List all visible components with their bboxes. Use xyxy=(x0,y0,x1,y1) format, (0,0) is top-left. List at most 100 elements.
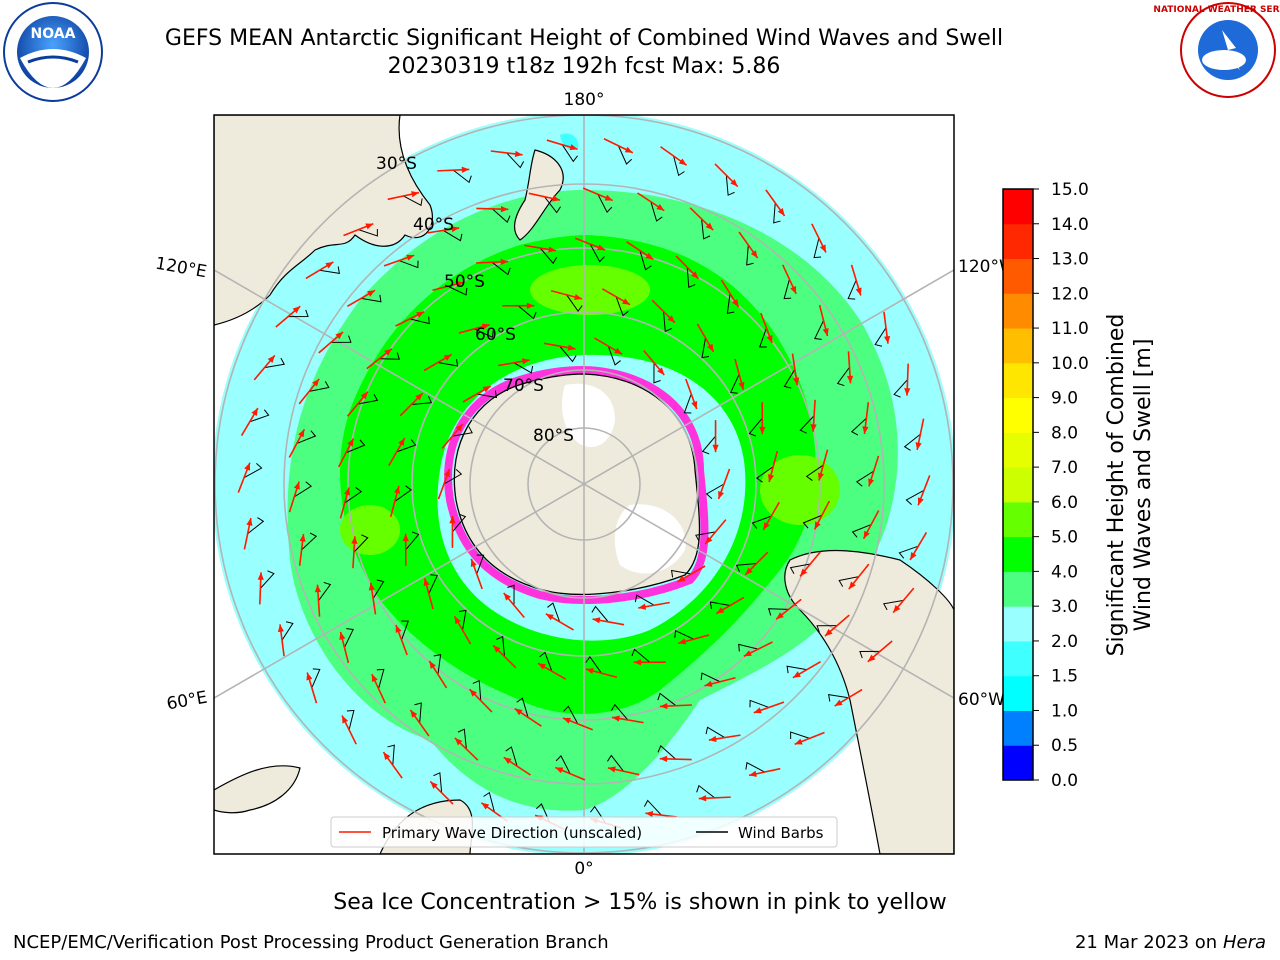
sea-ice-note: Sea Ice Concentration > 15% is shown in … xyxy=(333,890,947,915)
wave-arrow-head xyxy=(705,222,714,231)
wave-arrow-head xyxy=(867,654,876,662)
wave-arrow-head xyxy=(360,391,368,400)
colorbar-tick-label: 6.0 xyxy=(1051,493,1078,513)
wave-arrow-head xyxy=(325,261,334,269)
colorbar-swatch xyxy=(1003,328,1033,364)
wind-barb xyxy=(773,202,781,224)
wave-arrow-head xyxy=(514,708,523,716)
wave-arrow-head xyxy=(500,258,509,266)
wind-barb xyxy=(547,602,561,623)
wind-barb xyxy=(433,654,442,675)
wave-arrow-head xyxy=(743,650,752,657)
wind-barb xyxy=(670,569,692,578)
wave-arrow-head xyxy=(406,254,415,261)
wind-barb xyxy=(405,531,420,551)
wind-barb xyxy=(330,335,352,343)
wave-arrow-head xyxy=(678,638,687,645)
wave-arrow-head xyxy=(633,659,642,666)
wave-arrow-head xyxy=(848,581,856,590)
wave-arrow-head xyxy=(569,144,578,151)
wind-barb xyxy=(294,481,313,498)
map-legend: Primary Wave Direction (unscaled) Wind B… xyxy=(330,816,838,848)
wind-barb xyxy=(898,545,919,559)
wave-arrow-head xyxy=(659,702,668,710)
wave-arrow-head xyxy=(277,624,285,633)
wind-barb xyxy=(746,245,754,266)
wave-arrow-head xyxy=(893,604,901,613)
wave-arrow-head xyxy=(443,354,452,361)
lat-label-30s: 30°S xyxy=(376,154,417,174)
wave-arrow-head xyxy=(667,315,675,323)
wind-barb xyxy=(506,152,525,169)
wave-arrow-head xyxy=(514,150,523,158)
wave-arrow-head xyxy=(585,667,594,675)
colorbar-swatch xyxy=(1003,571,1033,607)
wind-barb xyxy=(517,305,537,320)
wave-arrow-head xyxy=(410,709,418,718)
wind-barb xyxy=(428,574,439,594)
map-area: Primary Wave Direction (unscaled) Wind B… xyxy=(214,115,954,854)
wind-barb xyxy=(828,694,849,702)
wave-arrow-head xyxy=(351,536,358,544)
credit-date: 21 Mar 2023 on Hera xyxy=(1075,932,1266,953)
wave-arrow-head xyxy=(526,302,535,309)
wind-barb xyxy=(585,655,602,674)
wave-arrow-head xyxy=(776,612,784,620)
colorbar-swatch xyxy=(1003,467,1033,503)
wave-arrow-head xyxy=(753,707,762,714)
wind-barb xyxy=(387,744,395,766)
wave-arrow-head xyxy=(862,426,869,434)
wind-barb xyxy=(264,357,286,369)
wind-barb xyxy=(345,439,366,454)
wave-arrow-head xyxy=(500,205,509,213)
wave-arrow-head xyxy=(592,617,601,624)
wave-arrow-head xyxy=(698,795,707,802)
wave-arrow-head xyxy=(552,195,561,202)
colorbar-swatch xyxy=(1003,501,1033,538)
chart-subtitle: 20230319 t18z 192h fcst Max: 5.86 xyxy=(387,54,781,79)
wind-barb xyxy=(589,243,605,263)
wave-arrow-head xyxy=(293,481,300,490)
wave-arrow-head xyxy=(763,522,770,531)
wave-arrow-head xyxy=(314,584,322,593)
colorbar-swatch xyxy=(1003,223,1033,260)
wave-arrow-head xyxy=(718,491,724,500)
wave-max-north xyxy=(530,265,650,315)
wave-arrow-head xyxy=(416,311,425,318)
wind-barb xyxy=(318,581,332,601)
colorbar-tick-label: 1.0 xyxy=(1051,701,1078,721)
wind-barb xyxy=(701,218,711,240)
wind-barb xyxy=(457,728,467,750)
wave-arrow-head xyxy=(398,437,405,446)
wind-barb xyxy=(836,367,850,387)
wind-barb xyxy=(491,261,511,276)
wind-barb xyxy=(816,625,838,633)
colorbar-swatch xyxy=(1003,258,1033,294)
wave-arrow-head xyxy=(792,671,801,678)
lon-label-top: 180° xyxy=(564,90,605,110)
wind-barb xyxy=(695,531,716,542)
colorbar-tick-label: 10.0 xyxy=(1051,354,1089,374)
wind-barb xyxy=(683,393,692,414)
wave-arrow-head xyxy=(750,250,758,259)
wind-barb xyxy=(483,791,495,813)
wave-arrow-head xyxy=(395,624,402,633)
wave-arrow-head xyxy=(793,377,800,386)
lon-label-upper-left: 120°E xyxy=(154,254,208,283)
wave-arrow-head xyxy=(824,628,833,637)
wind-barb xyxy=(288,309,309,318)
wave-arrow-head xyxy=(344,487,351,496)
wind-barb xyxy=(452,513,467,533)
wave-arrow-head xyxy=(454,616,461,625)
wind-barb xyxy=(650,201,663,222)
wave-arrow-head xyxy=(612,715,620,722)
wind-barb xyxy=(544,196,561,214)
legend-wave-label: Primary Wave Direction (unscaled) xyxy=(382,824,642,842)
colorbar-swatch xyxy=(1003,745,1033,781)
wind-barb xyxy=(696,784,716,799)
noaa-logo-icon: NOAA xyxy=(3,2,103,102)
wave-arrow-head xyxy=(461,166,470,173)
colorbar-tick-label: 15.0 xyxy=(1051,180,1089,200)
wave-arrow-head xyxy=(614,347,623,355)
wave-arrow-head xyxy=(393,485,401,494)
